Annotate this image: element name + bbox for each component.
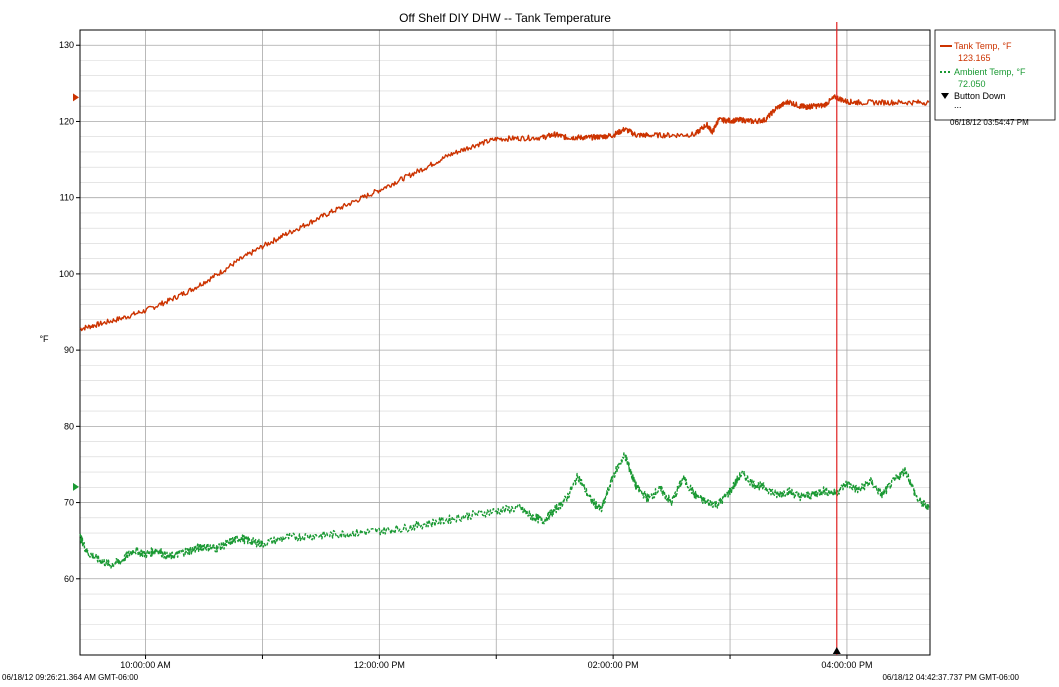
y-tick-label: 110 [60,193,74,203]
y-tick-label: 120 [59,116,74,126]
plot-area [79,29,931,656]
end-time-label: 06/18/12 04:42:37.737 PM GMT-06:00 [882,673,1019,682]
tank-current-value-arrow-icon [73,93,79,102]
x-tick-label: 02:00:00 PM [588,660,639,670]
chart-title: Off Shelf DIY DHW -- Tank Temperature [399,11,611,25]
y-tick-label: 100 [59,269,74,279]
y-axis-label: °F [39,334,49,344]
y-tick-label: 130 [59,40,74,50]
y-tick-label: 60 [64,574,74,584]
legend-event-name: Button Down [954,91,1006,101]
legend-event-triangle-icon [941,93,949,99]
series-layer [79,94,930,569]
tank-temp-line [79,94,930,332]
ambient-current-value-arrow-icon [73,482,79,491]
cursor-marker-icon[interactable] [832,647,841,654]
x-tick-label: 10:00:00 AM [120,660,171,670]
legend-ambient-name: Ambient Temp, °F [954,67,1026,77]
legend-tank-name: Tank Temp, °F [954,41,1012,51]
x-axis: 10:00:00 AM 12:00:00 PM 02:00:00 PM 04:00:0… [120,655,872,670]
major-grid [80,30,930,655]
x-tick-label: 04:00:00 PM [821,660,872,670]
legend-box [934,29,1056,121]
y-axis: 60 70 80 90 100 110 120 130 [59,40,80,584]
legend-event-value: ... [954,100,962,110]
legend-cursor-time: 06/18/12 03:54:47 PM [950,118,1029,127]
legend-ambient-value: 72.050 [958,79,986,89]
y-tick-label: 70 [64,498,74,508]
start-time-label: 06/18/12 09:26:21.364 AM GMT-06:00 [2,673,139,682]
y-tick-label: 90 [64,345,74,355]
y-tick-label: 80 [64,421,74,431]
ambient-temp-line [79,452,930,569]
legend-tank-value: 123.165 [958,53,991,63]
legend[interactable]: Tank Temp, °F 123.165 Ambient Temp, °F 7… [934,29,1056,127]
x-tick-label: 12:00:00 PM [354,660,405,670]
